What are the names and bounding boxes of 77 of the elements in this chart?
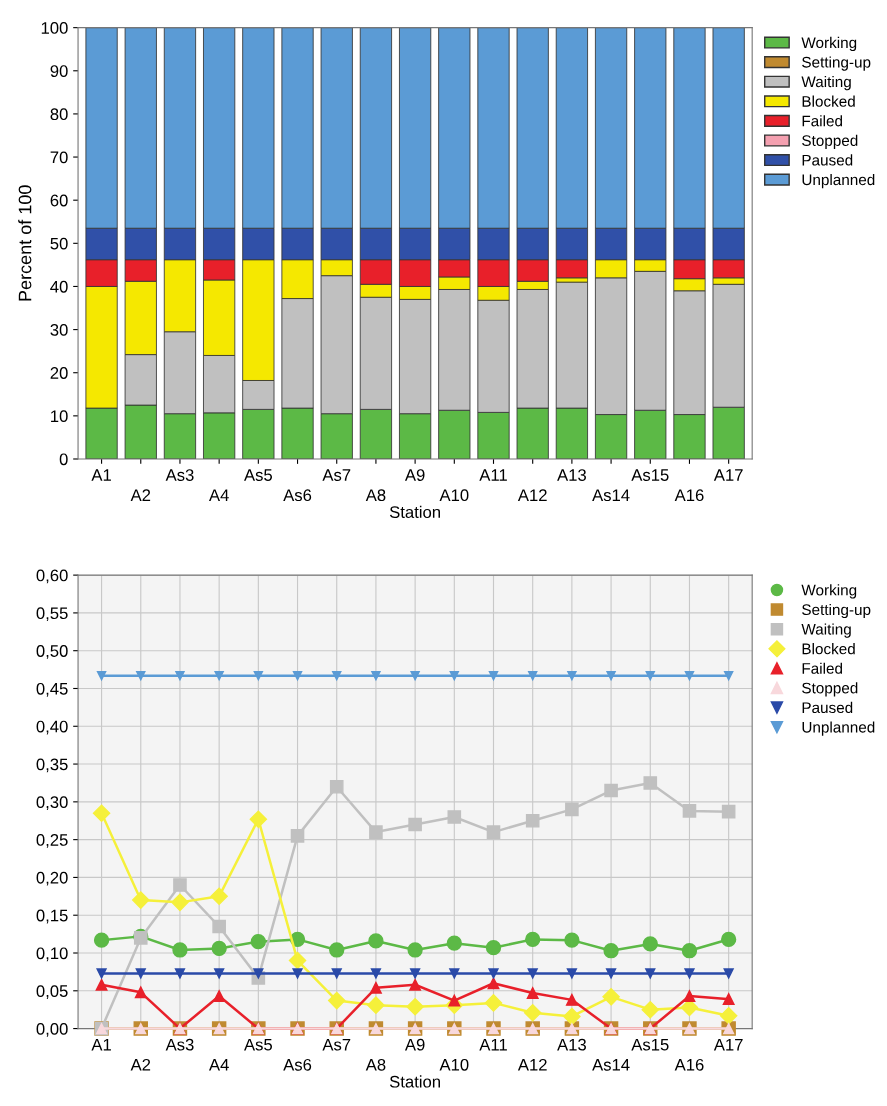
x-axis-title: Station (389, 1075, 440, 1088)
x-tick-label: As7 (322, 469, 351, 481)
x-tick-label: A9 (404, 469, 425, 481)
x-tick-label: As14 (592, 489, 630, 502)
y-axis-title: Percent of 100 (18, 185, 32, 301)
y-tick-label: 0,30 (36, 796, 68, 811)
x-tick-label: A1 (91, 469, 111, 481)
y-tick-label: 0,60 (36, 569, 68, 584)
x-tick-label: As5 (244, 469, 272, 481)
x-tick-label: A9 (404, 1038, 425, 1051)
legend-label: Paused (802, 154, 853, 166)
x-tick-label: As6 (283, 1058, 312, 1071)
x-tick-label: A10 (439, 1058, 469, 1071)
x-tick-label: A4 (208, 489, 229, 501)
x-tick-label: As7 (322, 1038, 351, 1051)
y-tick-label: 0,35 (36, 758, 68, 773)
y-tick-label: 70 (50, 151, 68, 164)
y-tick-label: 40 (50, 280, 68, 293)
x-tick-label: As3 (165, 469, 194, 481)
x-tick-label: A1 (91, 1038, 111, 1051)
x-tick-label: A10 (439, 489, 469, 502)
y-tick-label: 0,05 (36, 985, 68, 999)
x-tick-label: A17 (713, 469, 743, 481)
x-tick-label: A2 (130, 489, 151, 501)
y-tick-label: 0 (59, 453, 68, 466)
legend-label: Working (801, 584, 857, 599)
y-tick-label: 80 (50, 108, 68, 121)
x-axis-title: Station (389, 505, 440, 519)
y-tick-label: 100 (41, 22, 68, 34)
y-tick-label: 50 (50, 237, 68, 250)
legend-label: Stopped (802, 682, 858, 697)
x-tick-label: A11 (479, 469, 507, 481)
y-tick-label: 20 (50, 367, 68, 379)
x-tick-label: A2 (130, 1058, 151, 1071)
legend-label: Blocked (802, 643, 855, 655)
x-tick-label: A8 (365, 489, 386, 502)
x-tick-label: A12 (517, 489, 547, 501)
x-tick-label: A17 (713, 1038, 743, 1051)
legend-label: Failed (802, 662, 843, 674)
x-tick-label: A11 (479, 1038, 507, 1051)
x-tick-label: A12 (517, 1058, 547, 1071)
y-tick-label: 0,10 (36, 947, 68, 962)
x-tick-label: A16 (674, 489, 704, 502)
y-tick-label: 0,40 (36, 720, 68, 735)
legend-label: Waiting (801, 623, 851, 638)
legend-label: Working (801, 36, 857, 52)
x-tick-label: A13 (557, 469, 586, 481)
y-tick-label: 0,20 (36, 871, 68, 886)
x-tick-label: A13 (557, 1038, 586, 1051)
y-tick-label: 60 (50, 194, 68, 207)
x-tick-label: A4 (208, 1059, 229, 1071)
legend-label: Waiting (801, 75, 851, 91)
y-tick-label: 0,55 (36, 607, 68, 622)
y-tick-label: 0,50 (36, 645, 68, 659)
legend-label: Paused (802, 701, 853, 714)
x-tick-label: As3 (165, 1038, 194, 1051)
y-tick-label: 30 (50, 323, 68, 336)
x-tick-label: As5 (244, 1038, 272, 1051)
x-tick-label: As6 (283, 489, 312, 502)
legend-label: Setting-up (802, 56, 871, 71)
y-tick-label: 0,25 (36, 834, 68, 848)
x-tick-label: A16 (674, 1058, 704, 1071)
y-tick-label: 0,00 (36, 1022, 68, 1037)
x-tick-label: As15 (631, 1038, 669, 1051)
legend-label: Unplanned (802, 173, 875, 189)
y-tick-label: 0,45 (36, 682, 68, 697)
y-tick-label: 90 (50, 65, 68, 77)
legend-label: Setting-up (802, 603, 871, 619)
legend-label: Blocked (802, 95, 855, 107)
legend-label: Unplanned (802, 721, 875, 736)
x-tick-label: As14 (592, 1059, 630, 1071)
y-tick-label: 10 (51, 410, 68, 423)
x-tick-label: A8 (365, 1058, 386, 1071)
x-tick-label: As15 (631, 469, 669, 481)
legend-label: Stopped (802, 134, 858, 149)
y-tick-label: 0,15 (36, 909, 68, 924)
legend-label: Failed (802, 115, 843, 127)
